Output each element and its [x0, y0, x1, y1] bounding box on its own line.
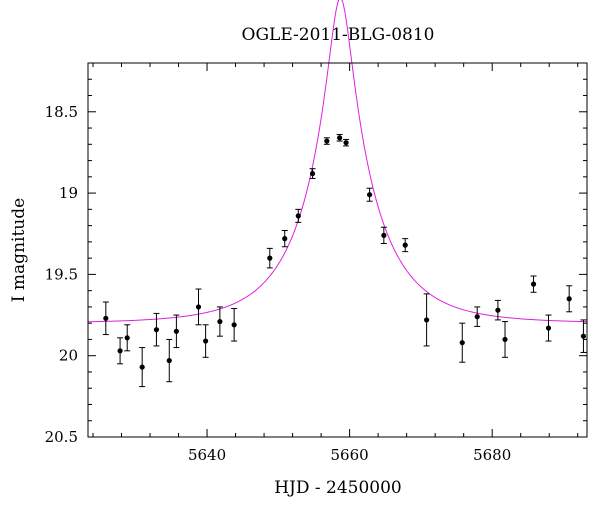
- data-point: [103, 315, 109, 321]
- data-point: [343, 140, 349, 146]
- data-point: [381, 232, 387, 238]
- data-point: [173, 328, 179, 334]
- x-axis-label: HJD - 2450000: [274, 478, 402, 498]
- data-point: [366, 192, 373, 198]
- y-tick-label: 20.5: [45, 428, 78, 446]
- model-curve: [87, 0, 588, 323]
- model-line: [87, 0, 588, 323]
- y-tick-label: 19.5: [45, 265, 78, 283]
- data-point: [231, 322, 237, 328]
- data-point: [545, 325, 552, 331]
- data-point: [282, 236, 288, 242]
- data-point: [495, 307, 501, 313]
- data-point: [530, 281, 537, 287]
- data-point: [580, 333, 587, 339]
- y-axis-label: I magnitude: [9, 198, 29, 302]
- y-tick-label: 19: [59, 184, 78, 202]
- data-point: [203, 338, 209, 344]
- data-point: [139, 364, 145, 370]
- data-point: [153, 327, 160, 333]
- axis-ticks: [88, 62, 587, 438]
- data-point: [324, 138, 330, 144]
- y-tick-label: 20: [59, 347, 78, 365]
- data-point: [195, 304, 202, 310]
- data-point: [166, 357, 172, 364]
- data-point: [402, 242, 408, 248]
- data-point: [124, 335, 130, 341]
- data-point: [309, 170, 316, 177]
- data-point: [474, 314, 480, 320]
- data-point: [117, 348, 123, 354]
- plot-frame: [87, 62, 588, 438]
- x-tick-label: 5640: [188, 446, 226, 464]
- data-point: [337, 135, 343, 141]
- data-points: [102, 134, 587, 388]
- data-point: [217, 318, 223, 325]
- data-point: [459, 340, 465, 346]
- data-point: [295, 213, 301, 219]
- data-point: [267, 255, 273, 261]
- x-tick-label: 5660: [331, 446, 369, 464]
- data-point: [502, 336, 508, 343]
- chart-title: OGLE-2011-BLG-0810: [242, 25, 435, 45]
- data-point: [566, 296, 572, 302]
- data-point: [424, 317, 430, 323]
- y-tick-label: 18.5: [45, 103, 78, 121]
- tick-labels: 5640 5660 5680 18.5 19 19.5 20 20.5: [45, 103, 512, 464]
- x-tick-label: 5680: [473, 446, 511, 464]
